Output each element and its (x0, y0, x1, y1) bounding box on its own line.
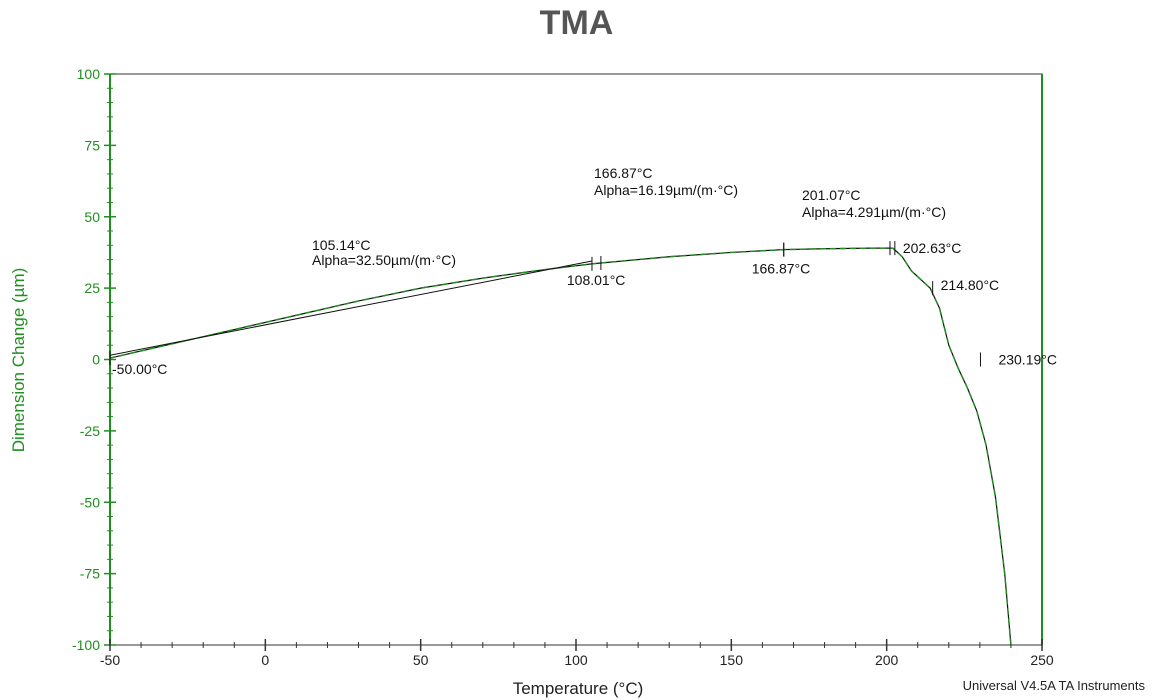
data-marks (109, 247, 1012, 646)
x-tick-label: 50 (413, 652, 429, 668)
y-tick-label: 75 (84, 137, 100, 153)
y-tick-label: 25 (84, 280, 100, 296)
annotation-temp: 166.87°C (594, 165, 653, 181)
y-tick-label: 100 (77, 66, 101, 82)
annotation-label: 166.87°C (752, 261, 811, 277)
footer-credit: Universal V4.5A TA Instruments (962, 678, 1145, 693)
series-line (109, 247, 1012, 646)
fit-line (109, 260, 593, 356)
x-tick-label: 200 (875, 652, 899, 668)
y-axis-label: Dimension Change (µm) (9, 268, 28, 453)
x-tick-label: 100 (564, 652, 588, 668)
annotation-label: 214.80°C (941, 277, 1000, 293)
x-axis-label: Temperature (°C) (513, 679, 644, 698)
chart-title: TMA (539, 4, 614, 42)
x-tick-label: 150 (720, 652, 744, 668)
annotation-label: 108.01°C (567, 272, 626, 288)
y-tick-label: -75 (80, 566, 100, 582)
x-tick-label: -50 (100, 652, 120, 668)
annotation-alpha: Alpha=32.50µm/(m·°C) (312, 252, 456, 268)
plot-frame (109, 73, 1043, 646)
annotation-temp: 105.14°C (312, 237, 371, 253)
x-tick-label: 250 (1030, 652, 1054, 668)
annotation-label: 230.19°C (998, 352, 1057, 368)
y-tick-label: 0 (92, 352, 100, 368)
annotation-alpha: Alpha=16.19µm/(m·°C) (594, 182, 738, 198)
y-tick-label: 50 (84, 209, 100, 225)
annotation-label: 202.63°C (903, 240, 962, 256)
series-line-black (109, 247, 1012, 646)
y-tick-label: -50 (80, 494, 100, 510)
y-tick-label: -100 (72, 637, 100, 653)
annotation-temp: 201.07°C (802, 187, 861, 203)
annotation-label: -50.00°C (112, 361, 167, 377)
y-tick-label: -25 (80, 423, 100, 439)
x-tick-label: 0 (261, 652, 269, 668)
annotation-alpha: Alpha=4.291µm/(m·°C) (802, 204, 946, 220)
